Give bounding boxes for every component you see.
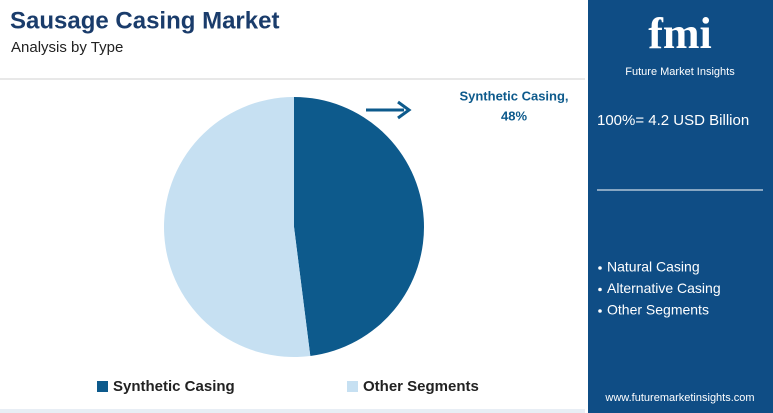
pie-slice [164,97,311,357]
logo: fmi [648,9,712,58]
legend-swatch [347,381,358,392]
sidebar [588,0,773,413]
segment-item: Other Segments [607,302,709,318]
market-total: 100%= 4.2 USD Billion [597,112,749,129]
website: www.futuremarketinsights.com [604,392,754,404]
footer-strip [0,409,585,413]
legend-label: Other Segments [363,378,479,395]
segment-item: Alternative Casing [607,280,721,296]
legend: Synthetic Casing Other Segments [97,378,479,395]
annotation: Synthetic Casing, [459,88,568,103]
segment-item: Natural Casing [607,259,700,275]
legend-label: Synthetic Casing [113,378,235,395]
data-label: 48% [501,108,527,123]
bullet [598,309,602,313]
legend-swatch [97,381,108,392]
pie-slice [294,96,425,356]
bullet [598,287,602,292]
segment-list: Natural Casing Alternative Casing Other Se… [598,259,721,318]
arrow-head [397,100,412,120]
logo-caption: Future Market Insights [625,66,735,78]
chart-title: Sausage Casing Market [10,7,279,34]
chart-subtitle: Analysis by Type [11,39,123,56]
pie [164,96,425,357]
bullet [598,266,602,270]
